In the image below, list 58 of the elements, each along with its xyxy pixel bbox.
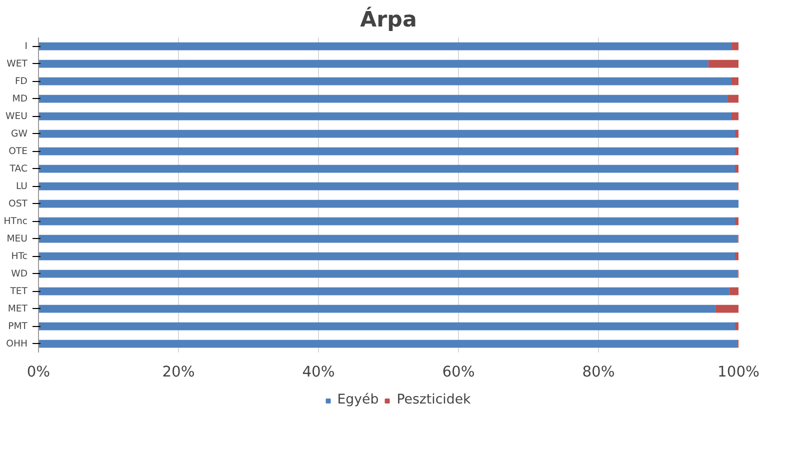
bar (38, 42, 732, 50)
y-tick-label: LU (16, 180, 28, 192)
bar (732, 112, 738, 120)
bar (38, 287, 730, 296)
bar (732, 42, 738, 50)
bar (38, 252, 735, 260)
x-tick-label: 20% (162, 364, 195, 380)
bar (728, 94, 738, 103)
x-tick-label: 60% (442, 364, 475, 380)
y-tick-label: TET (9, 286, 28, 297)
bar (735, 164, 738, 173)
y-tick-label: OTE (8, 146, 28, 157)
bar (38, 147, 735, 156)
x-tick-label: 100% (718, 364, 760, 380)
bar (38, 304, 716, 313)
y-tick-label: MD (12, 93, 28, 104)
bar (735, 322, 738, 330)
x-tick-label: 80% (582, 364, 615, 380)
y-tick-label: PMT (8, 320, 28, 332)
bar (735, 130, 738, 138)
bar (735, 147, 738, 156)
y-tick-label: WD (11, 268, 28, 280)
bar (715, 304, 738, 313)
y-tick-label: TAC (8, 163, 28, 174)
y-tick-label: MET (8, 303, 28, 314)
x-tick-label: 0% (26, 364, 50, 380)
bar (38, 217, 735, 226)
bar (38, 77, 732, 86)
legend-label: Egyéb (337, 392, 379, 408)
y-tick-label: HTc (11, 250, 28, 262)
chart-title: Árpa (360, 6, 417, 32)
bar (708, 60, 738, 68)
bar (38, 200, 738, 208)
bar (38, 270, 738, 278)
y-tick-label: FD (14, 76, 28, 87)
bar (732, 77, 738, 86)
bar (38, 164, 735, 173)
y-tick-label: OHH (6, 338, 28, 350)
bar (729, 287, 738, 296)
bar (38, 94, 728, 103)
legend-label: Peszticidek (396, 392, 471, 408)
y-tick-label: GW (11, 128, 28, 140)
bar (38, 130, 735, 138)
bar (38, 340, 738, 348)
bar (38, 182, 738, 190)
bar (735, 252, 738, 260)
y-tick-label: MEU (6, 233, 28, 244)
y-tick-label: WET (6, 58, 28, 70)
bar (38, 322, 735, 330)
x-tick-label: 40% (302, 364, 335, 380)
bar (38, 234, 738, 243)
y-tick-label: WEU (6, 110, 28, 122)
bar (735, 217, 738, 226)
y-tick-label: OST (8, 198, 28, 210)
bar (38, 60, 708, 68)
y-tick-label: I (24, 40, 28, 52)
y-tick-label: HTnc (4, 216, 28, 227)
bar (38, 112, 732, 120)
